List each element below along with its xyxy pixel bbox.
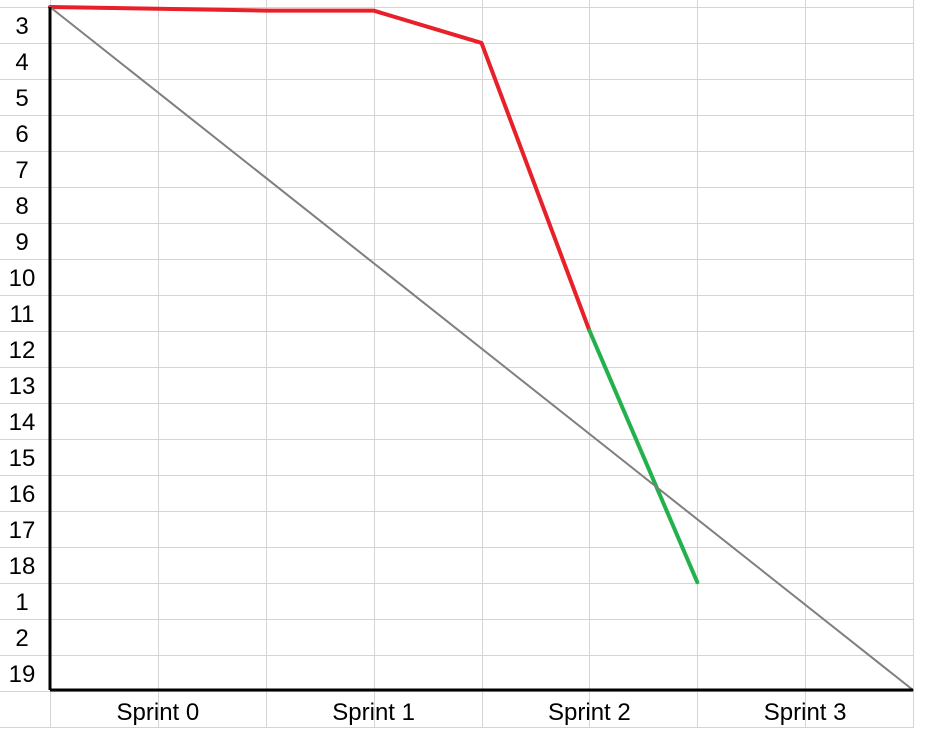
series-line-3 — [49, 6, 914, 691]
series-lines — [48, 5, 914, 691]
row-label: 3 — [15, 13, 28, 40]
row-label: 5 — [15, 85, 28, 112]
series-line-2 — [587, 328, 700, 585]
row-label: 12 — [9, 337, 36, 364]
row-label: 18 — [9, 553, 36, 580]
axes — [48, 7, 913, 692]
row-label: 10 — [9, 265, 36, 292]
row-label: 11 — [10, 301, 35, 328]
row-label: 15 — [9, 445, 36, 472]
row-label: 9 — [15, 229, 28, 256]
row-label: 14 — [9, 409, 36, 436]
row-label: 19 — [9, 661, 36, 688]
row-label: 17 — [9, 517, 36, 544]
row-label: 8 — [15, 193, 28, 220]
sprint-label: Sprint 3 — [764, 699, 847, 726]
sprint-label: Sprint 2 — [548, 699, 631, 726]
row-label: 2 — [15, 625, 28, 652]
sprint-label: Sprint 1 — [332, 699, 415, 726]
row-label: 13 — [9, 373, 36, 400]
row-label: 4 — [15, 49, 28, 76]
row-label: 7 — [15, 157, 28, 184]
row-label: 6 — [15, 121, 28, 148]
series-line-1 — [48, 5, 592, 333]
row-label: 1 — [15, 589, 28, 616]
row-label: 16 — [9, 481, 36, 508]
sprint-label: Sprint 0 — [117, 699, 200, 726]
gridlines — [0, 0, 914, 728]
